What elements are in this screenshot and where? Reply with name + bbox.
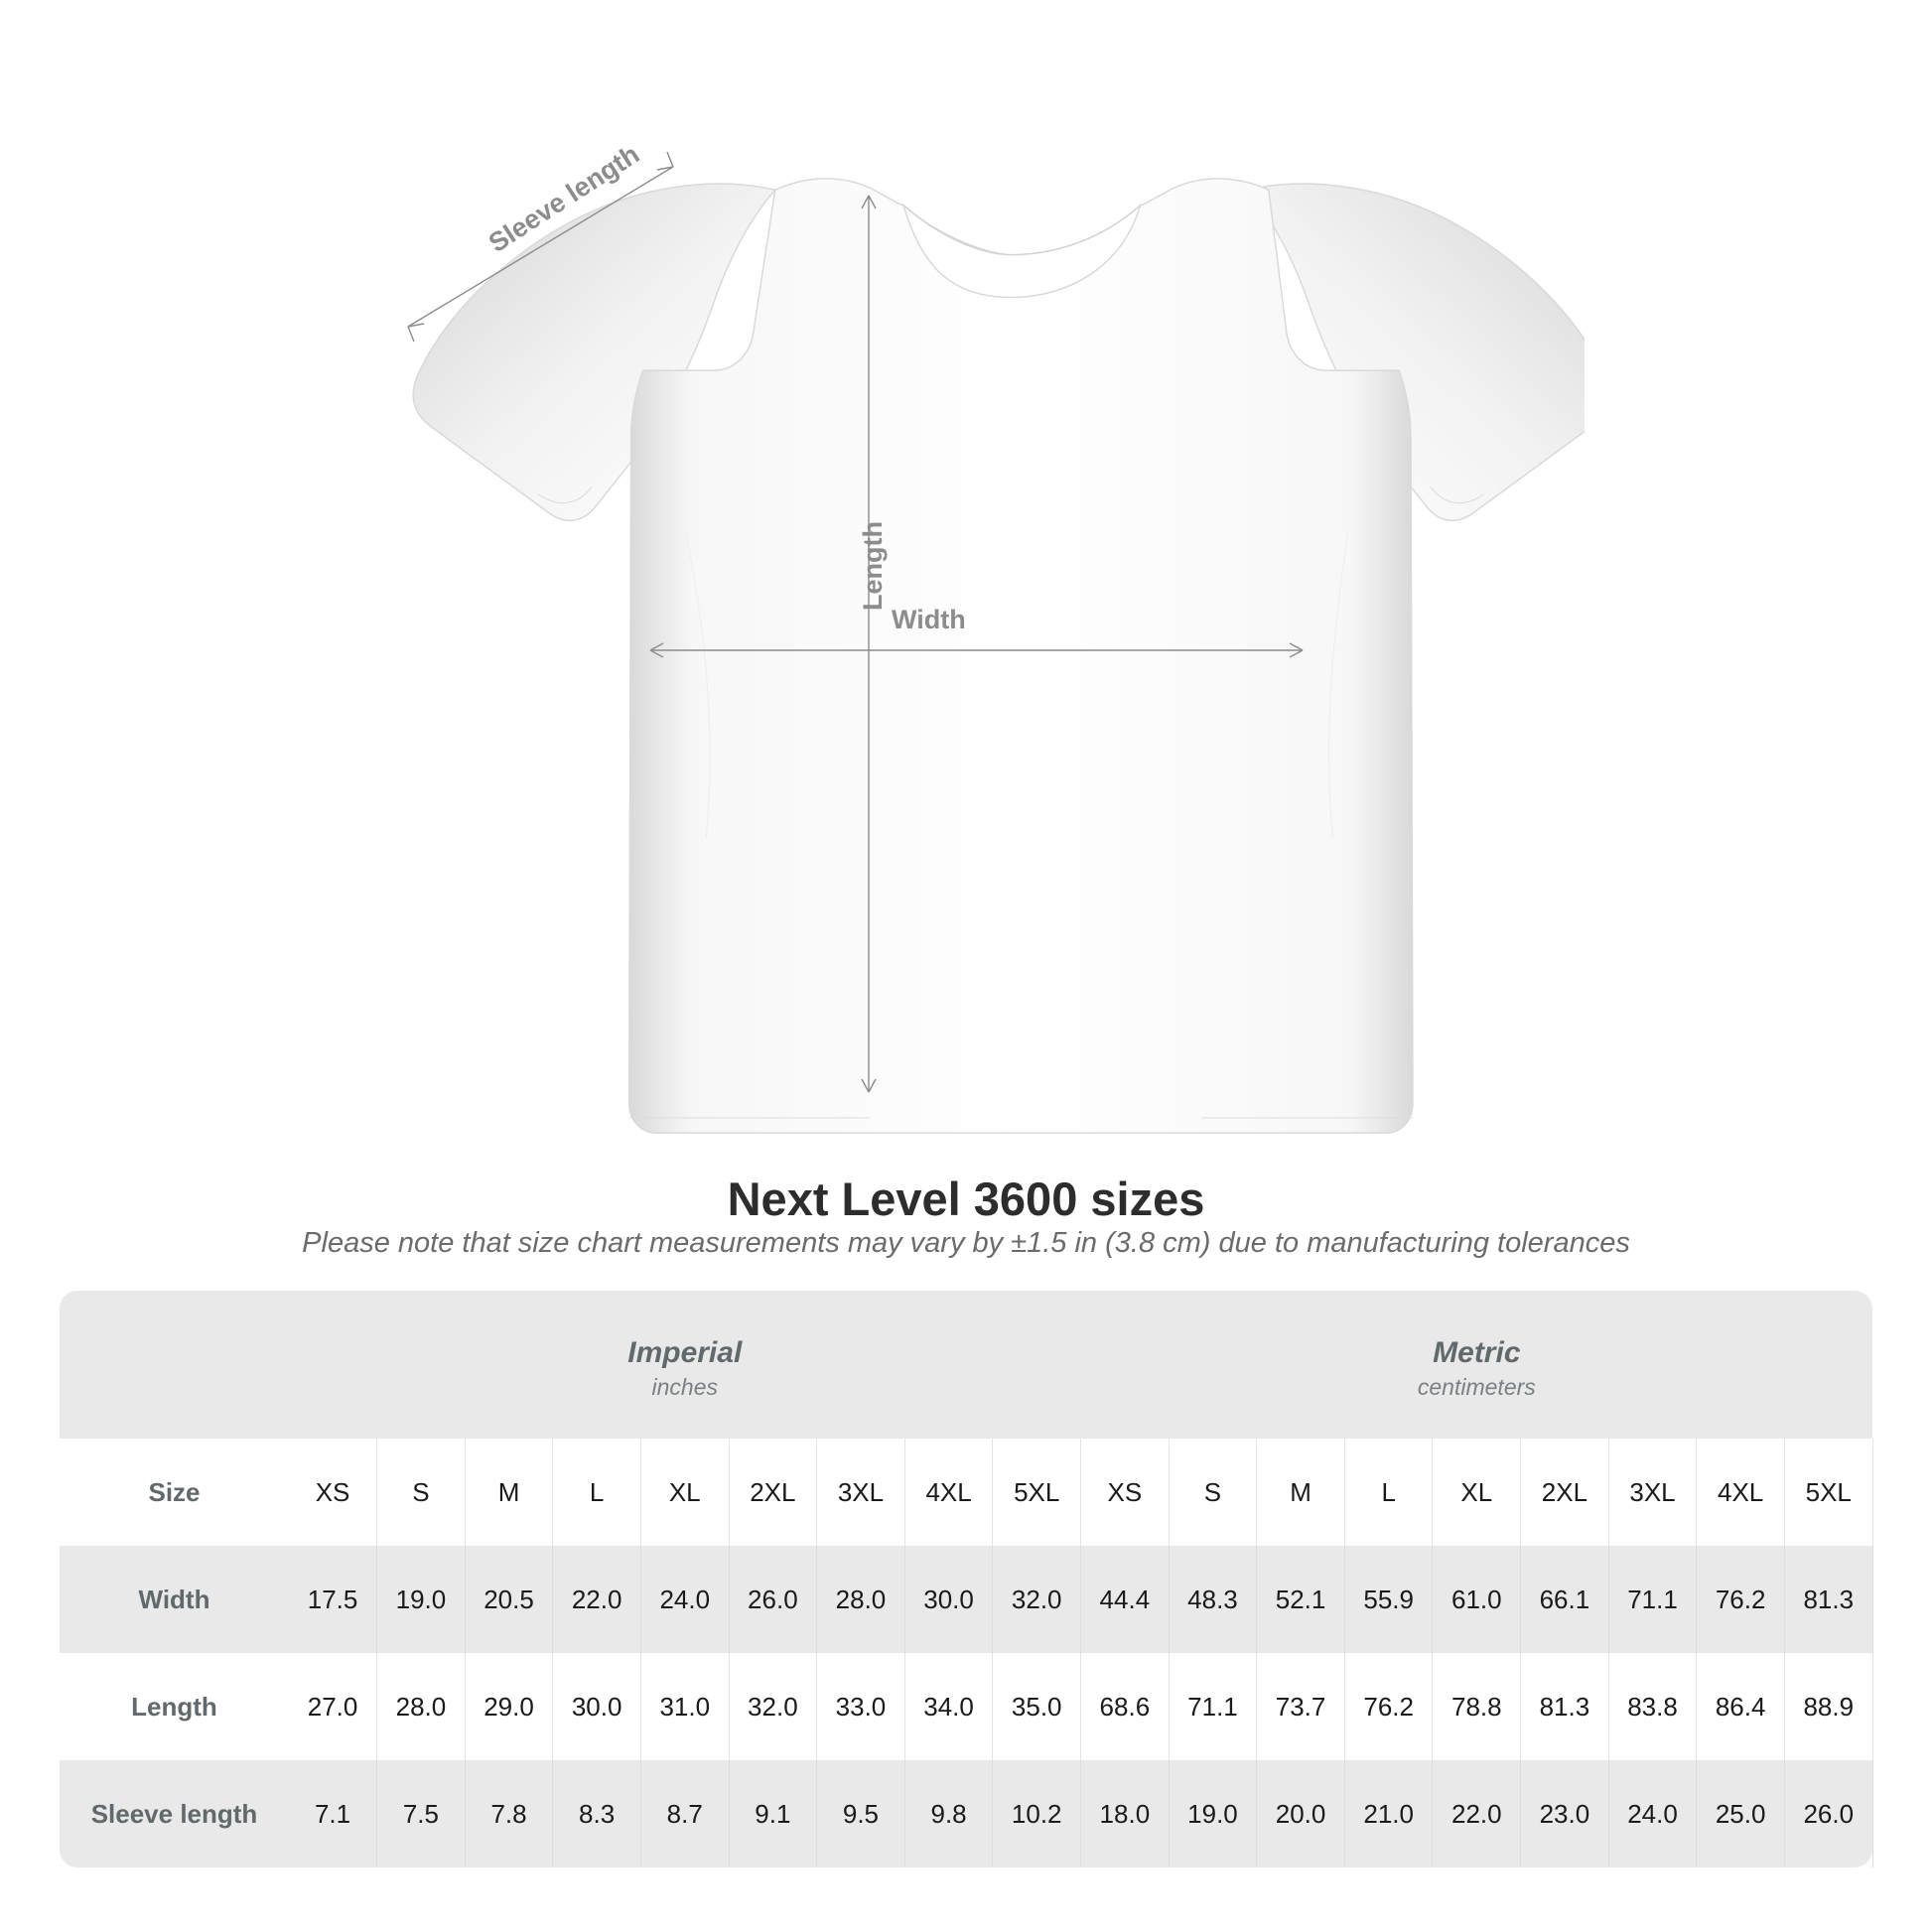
svg-text:Width: Width [892, 605, 966, 634]
svg-text:Length: Length [858, 521, 888, 611]
